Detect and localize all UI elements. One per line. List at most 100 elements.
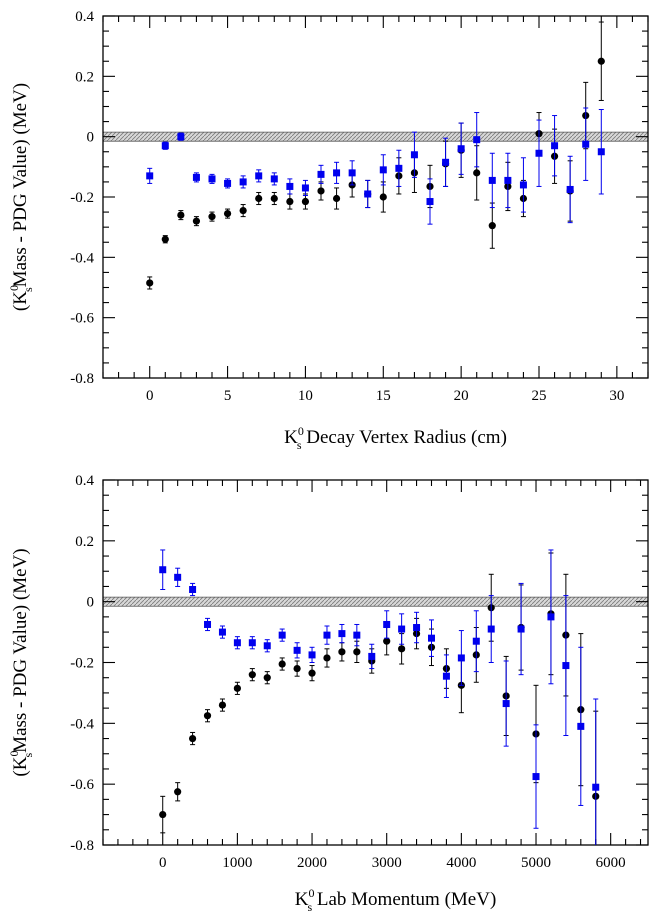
- data-point: [317, 164, 325, 184]
- data-point: [566, 155, 574, 224]
- square-marker: [410, 151, 418, 159]
- data-point: [457, 630, 465, 686]
- data-point: [233, 636, 241, 650]
- y-tick-label: 0: [87, 130, 95, 146]
- x-tick-label: 5000: [521, 855, 551, 871]
- y-title-open: (K: [10, 291, 31, 311]
- square-marker: [592, 783, 600, 791]
- data-point: [255, 169, 263, 183]
- reference-band: [103, 597, 648, 607]
- data-point: [535, 119, 543, 187]
- data-point: [379, 181, 387, 213]
- data-point: [188, 731, 197, 746]
- data-point: [413, 611, 421, 644]
- data-point: [353, 623, 361, 647]
- square-marker: [208, 175, 216, 183]
- circle-marker: [161, 235, 169, 243]
- square-marker: [504, 176, 512, 184]
- square-marker: [218, 628, 226, 636]
- circle-marker: [174, 788, 182, 796]
- data-point: [308, 665, 316, 682]
- square-marker: [398, 625, 406, 633]
- x-tick-label: 6000: [596, 855, 626, 871]
- square-marker: [286, 182, 294, 190]
- y-tick-label: -0.4: [70, 250, 94, 266]
- data-point: [502, 660, 510, 747]
- data-point: [204, 617, 212, 632]
- square-marker: [547, 613, 555, 621]
- square-marker: [457, 654, 465, 662]
- data-point: [592, 698, 600, 845]
- data-point: [308, 646, 316, 663]
- y-tick-label: 0.4: [75, 473, 94, 489]
- square-marker: [472, 637, 480, 645]
- square-marker: [577, 722, 585, 730]
- y-title-sub: s: [21, 287, 35, 292]
- data-point: [368, 643, 376, 670]
- data-point: [488, 152, 496, 209]
- square-marker: [488, 176, 496, 184]
- x-tick-label: 2000: [297, 855, 327, 871]
- y-tick-label: -0.8: [70, 838, 94, 854]
- data-point: [233, 681, 241, 695]
- x-tick-label: 3000: [372, 855, 402, 871]
- data-point: [473, 112, 481, 168]
- data-point: [192, 216, 201, 227]
- square-marker: [562, 662, 570, 670]
- data-point: [177, 210, 185, 221]
- data-point: [487, 595, 495, 663]
- data-point: [248, 668, 256, 682]
- data-point: [218, 698, 227, 712]
- data-point: [597, 21, 605, 101]
- data-point: [293, 642, 301, 659]
- square-marker: [308, 651, 316, 659]
- data-point: [208, 173, 216, 184]
- circle-marker: [188, 734, 197, 743]
- circle-marker: [159, 810, 167, 819]
- data-point: [488, 202, 496, 249]
- square-marker: [248, 639, 256, 647]
- circle-marker: [383, 637, 391, 645]
- square-marker: [204, 620, 212, 628]
- square-marker: [301, 184, 309, 192]
- circle-marker: [218, 701, 227, 709]
- data-point: [159, 549, 167, 590]
- data-point: [286, 193, 294, 210]
- data-point: [203, 709, 212, 723]
- data-point: [427, 619, 435, 657]
- data-point: [208, 211, 216, 222]
- y-tick-label: 0.2: [75, 534, 94, 550]
- data-point: [239, 204, 247, 218]
- x-tick-label: 0: [146, 388, 154, 404]
- data-point: [218, 625, 226, 639]
- data-point: [364, 179, 372, 209]
- plot-frame: [102, 15, 649, 379]
- x-axis-title: K0 s Lab Momentum (MeV): [295, 886, 497, 914]
- y-title-rest: Mass - PDG Value) (MeV): [10, 83, 31, 287]
- data-point: [263, 671, 271, 685]
- square-marker: [317, 170, 325, 178]
- data-layer: [159, 549, 600, 845]
- y-tick-label: -0.6: [70, 777, 94, 793]
- circle-marker: [263, 674, 271, 682]
- square-marker: [413, 624, 421, 632]
- square-marker: [192, 173, 200, 181]
- data-point: [472, 610, 480, 673]
- data-point: [338, 623, 346, 644]
- square-marker: [255, 172, 263, 180]
- data-point: [248, 636, 256, 650]
- x-title-rest: Lab Momentum (MeV): [312, 889, 496, 910]
- square-marker: [487, 625, 495, 633]
- data-point: [263, 639, 271, 653]
- x-title-sup: 0: [298, 424, 304, 438]
- x-title-sub: s: [307, 900, 312, 914]
- square-marker: [278, 631, 286, 639]
- y-axis-title: (K0sMass - PDG Value) (MeV): [7, 548, 35, 776]
- square-marker: [383, 620, 391, 628]
- data-point: [442, 137, 450, 187]
- circle-marker: [317, 187, 325, 195]
- y-tick-label: -0.2: [70, 190, 94, 206]
- square-marker: [502, 700, 510, 708]
- blue-square-series: [159, 549, 600, 845]
